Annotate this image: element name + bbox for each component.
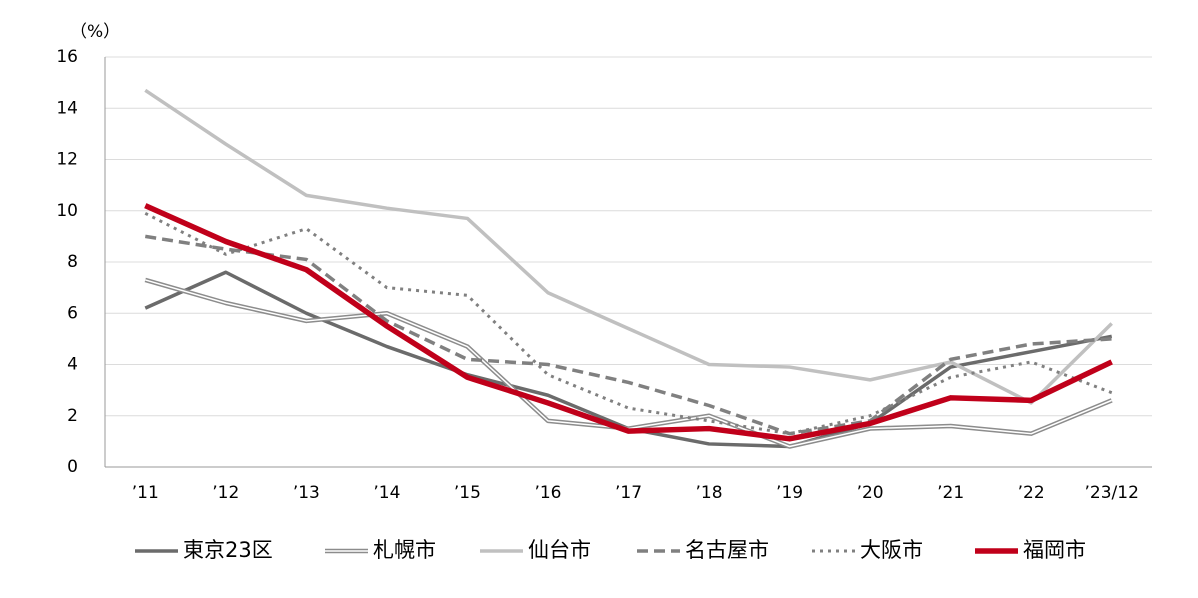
series-line	[144, 88, 1113, 405]
x-tick-label: ’12	[212, 483, 239, 503]
legend-label: 大阪市	[860, 538, 923, 562]
y-tick-label: 10	[56, 201, 78, 221]
legend-label: 名古屋市	[685, 538, 769, 562]
legend-label: 福岡市	[1023, 538, 1086, 562]
legend-label: 仙台市	[528, 538, 591, 562]
y-tick-label: 0	[67, 457, 78, 477]
series-line	[144, 211, 1113, 436]
y-tick-label: 4	[67, 355, 78, 375]
x-tick-label: ’11	[132, 483, 159, 503]
x-tick-label: ’21	[937, 483, 964, 503]
y-axis-unit: （%）	[70, 22, 120, 42]
legend-label: 札幌市	[373, 538, 436, 562]
x-tick-label: ’18	[696, 483, 723, 503]
y-tick-label: 2	[67, 406, 78, 426]
x-tick-label: ’20	[857, 483, 884, 503]
x-tick-label: ’22	[1018, 483, 1045, 503]
series-line	[144, 234, 1112, 436]
y-tick-label: 16	[56, 47, 78, 67]
x-tick-label: ’15	[454, 483, 481, 503]
y-tick-label: 12	[56, 150, 78, 170]
x-tick-label: ’19	[776, 483, 803, 503]
y-tick-label: 14	[56, 98, 78, 118]
x-tick-label: ’14	[373, 483, 400, 503]
y-tick-label: 8	[67, 252, 78, 272]
x-tick-label: ’23/12	[1085, 483, 1139, 503]
x-tick-label: ’13	[293, 483, 320, 503]
series-line	[144, 203, 1113, 442]
legend-label: 東京23区	[183, 538, 273, 562]
x-tick-label: ’16	[534, 483, 561, 503]
x-tick-label: ’17	[615, 483, 642, 503]
series-line	[144, 270, 1113, 449]
y-tick-label: 6	[67, 303, 78, 323]
